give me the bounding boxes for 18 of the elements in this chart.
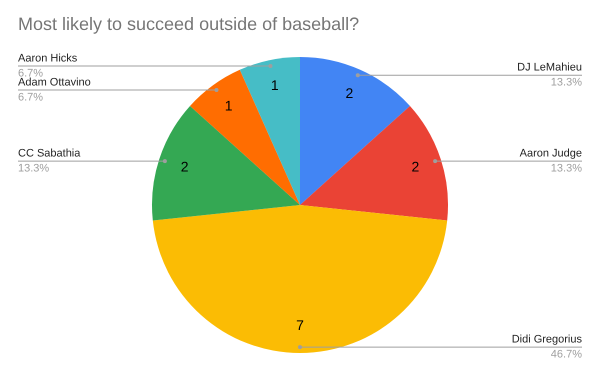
chart-title: Most likely to succeed outside of baseball? (18, 14, 360, 35)
text: 13.3% (550, 162, 582, 175)
text: 46.7% (550, 348, 582, 361)
data-label: 1 (270, 77, 279, 94)
data-label: 2 (180, 158, 189, 174)
slice-label: Aaron Hicks (18, 52, 78, 65)
slice-label: Adam Ottavino (18, 76, 91, 89)
slice-label: Didi Gregorius (512, 334, 582, 346)
data-label: 7 (296, 317, 304, 334)
text: 13.3% (18, 162, 50, 175)
slice-label: DJ LeMahieu (517, 62, 582, 74)
slice-label: Aaron Judge (520, 148, 582, 160)
text: 13.3% (550, 76, 582, 89)
data-label: 1 (224, 98, 233, 114)
data-label: 2 (345, 84, 354, 101)
data-label: 2 (412, 158, 420, 174)
slice-label: CC Sabathia (18, 148, 82, 160)
text: 6.7% (18, 92, 44, 104)
